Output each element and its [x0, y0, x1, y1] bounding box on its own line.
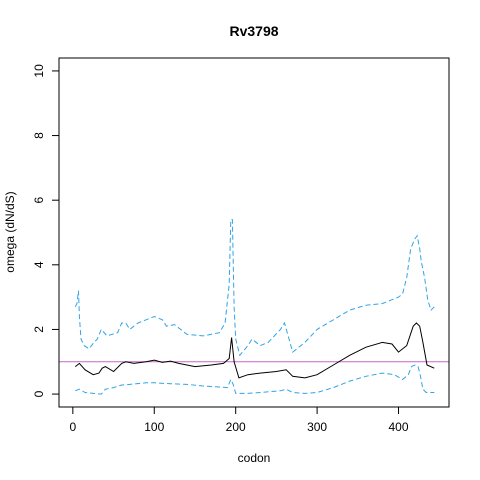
y-tick-label: 10 — [32, 64, 46, 78]
y-axis-label: omega (dN/dS) — [3, 191, 17, 272]
y-tick-label: 8 — [32, 132, 46, 139]
x-tick-label: 200 — [226, 420, 246, 434]
x-tick-label: 0 — [69, 420, 76, 434]
x-tick-label: 300 — [307, 420, 327, 434]
series-line-estimate — [74, 322, 435, 379]
x-tick-label: 100 — [144, 420, 164, 434]
series-line-upper — [74, 219, 435, 357]
y-tick-label: 0 — [32, 390, 46, 397]
y-tick-label: 2 — [32, 326, 46, 333]
chart-title: Rv3798 — [229, 23, 278, 39]
x-axis-label: codon — [238, 451, 271, 465]
y-tick-label: 6 — [32, 197, 46, 204]
y-tick-label: 4 — [32, 261, 46, 268]
y-axis: 0 2 4 6 8 10 — [32, 64, 60, 397]
plot-area — [59, 219, 449, 395]
x-axis: 0 100 200 300 400 — [69, 406, 409, 434]
plot-frame — [58, 57, 450, 408]
series-line-lower — [75, 364, 435, 395]
x-tick-label: 400 — [389, 420, 409, 434]
